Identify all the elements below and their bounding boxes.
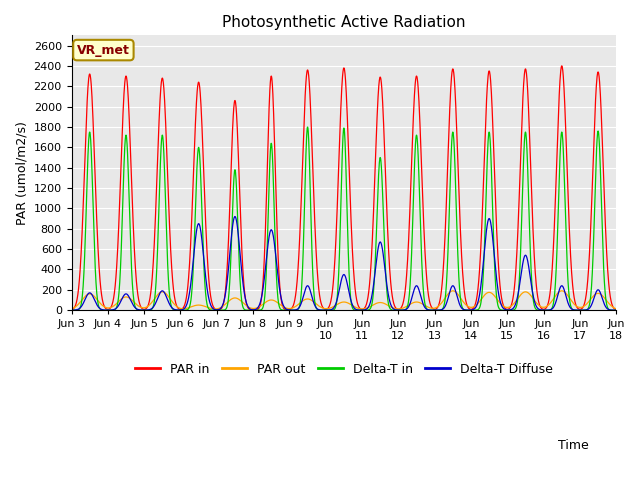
Delta-T Diffuse bbox=[502, 307, 510, 312]
PAR out bbox=[612, 306, 620, 312]
PAR in bbox=[372, 154, 380, 160]
PAR out bbox=[211, 306, 219, 312]
PAR in bbox=[580, 303, 588, 309]
Delta-T Diffuse bbox=[372, 265, 380, 271]
Delta-T in bbox=[612, 307, 620, 313]
PAR in bbox=[502, 306, 510, 312]
PAR in bbox=[558, 63, 566, 69]
PAR in bbox=[564, 207, 572, 213]
Delta-T Diffuse bbox=[612, 307, 620, 313]
PAR out bbox=[558, 288, 566, 294]
Text: VR_met: VR_met bbox=[77, 44, 130, 57]
Delta-T in bbox=[372, 246, 380, 252]
PAR out bbox=[360, 306, 367, 312]
PAR out bbox=[564, 294, 572, 300]
Line: Delta-T in: Delta-T in bbox=[72, 127, 616, 310]
Title: Photosynthetic Active Radiation: Photosynthetic Active Radiation bbox=[222, 15, 466, 30]
Text: Time: Time bbox=[558, 439, 589, 452]
PAR out bbox=[68, 306, 76, 312]
PAR out bbox=[502, 304, 510, 310]
Delta-T in bbox=[564, 287, 572, 292]
Delta-T in bbox=[220, 307, 227, 313]
PAR out bbox=[580, 303, 588, 309]
PAR in bbox=[220, 301, 227, 307]
Y-axis label: PAR (umol/m2/s): PAR (umol/m2/s) bbox=[15, 121, 28, 225]
Line: PAR in: PAR in bbox=[72, 66, 616, 310]
Line: Delta-T Diffuse: Delta-T Diffuse bbox=[72, 216, 616, 310]
Delta-T Diffuse bbox=[68, 307, 76, 313]
Delta-T in bbox=[304, 124, 312, 130]
Delta-T Diffuse bbox=[231, 214, 239, 219]
Delta-T in bbox=[580, 307, 588, 313]
PAR in bbox=[68, 307, 76, 312]
PAR in bbox=[612, 307, 620, 312]
Delta-T in bbox=[360, 307, 368, 313]
Delta-T Diffuse bbox=[360, 307, 367, 313]
Delta-T in bbox=[68, 307, 76, 313]
Delta-T in bbox=[250, 307, 257, 313]
PAR in bbox=[360, 306, 367, 312]
Delta-T Diffuse bbox=[580, 307, 588, 313]
PAR in bbox=[250, 307, 257, 313]
Line: PAR out: PAR out bbox=[72, 291, 616, 309]
Delta-T Diffuse bbox=[564, 301, 572, 307]
Delta-T in bbox=[502, 307, 510, 313]
PAR out bbox=[372, 301, 380, 307]
Legend: PAR in, PAR out, Delta-T in, Delta-T Diffuse: PAR in, PAR out, Delta-T in, Delta-T Dif… bbox=[130, 358, 558, 381]
PAR out bbox=[220, 303, 227, 309]
Delta-T Diffuse bbox=[220, 300, 227, 306]
